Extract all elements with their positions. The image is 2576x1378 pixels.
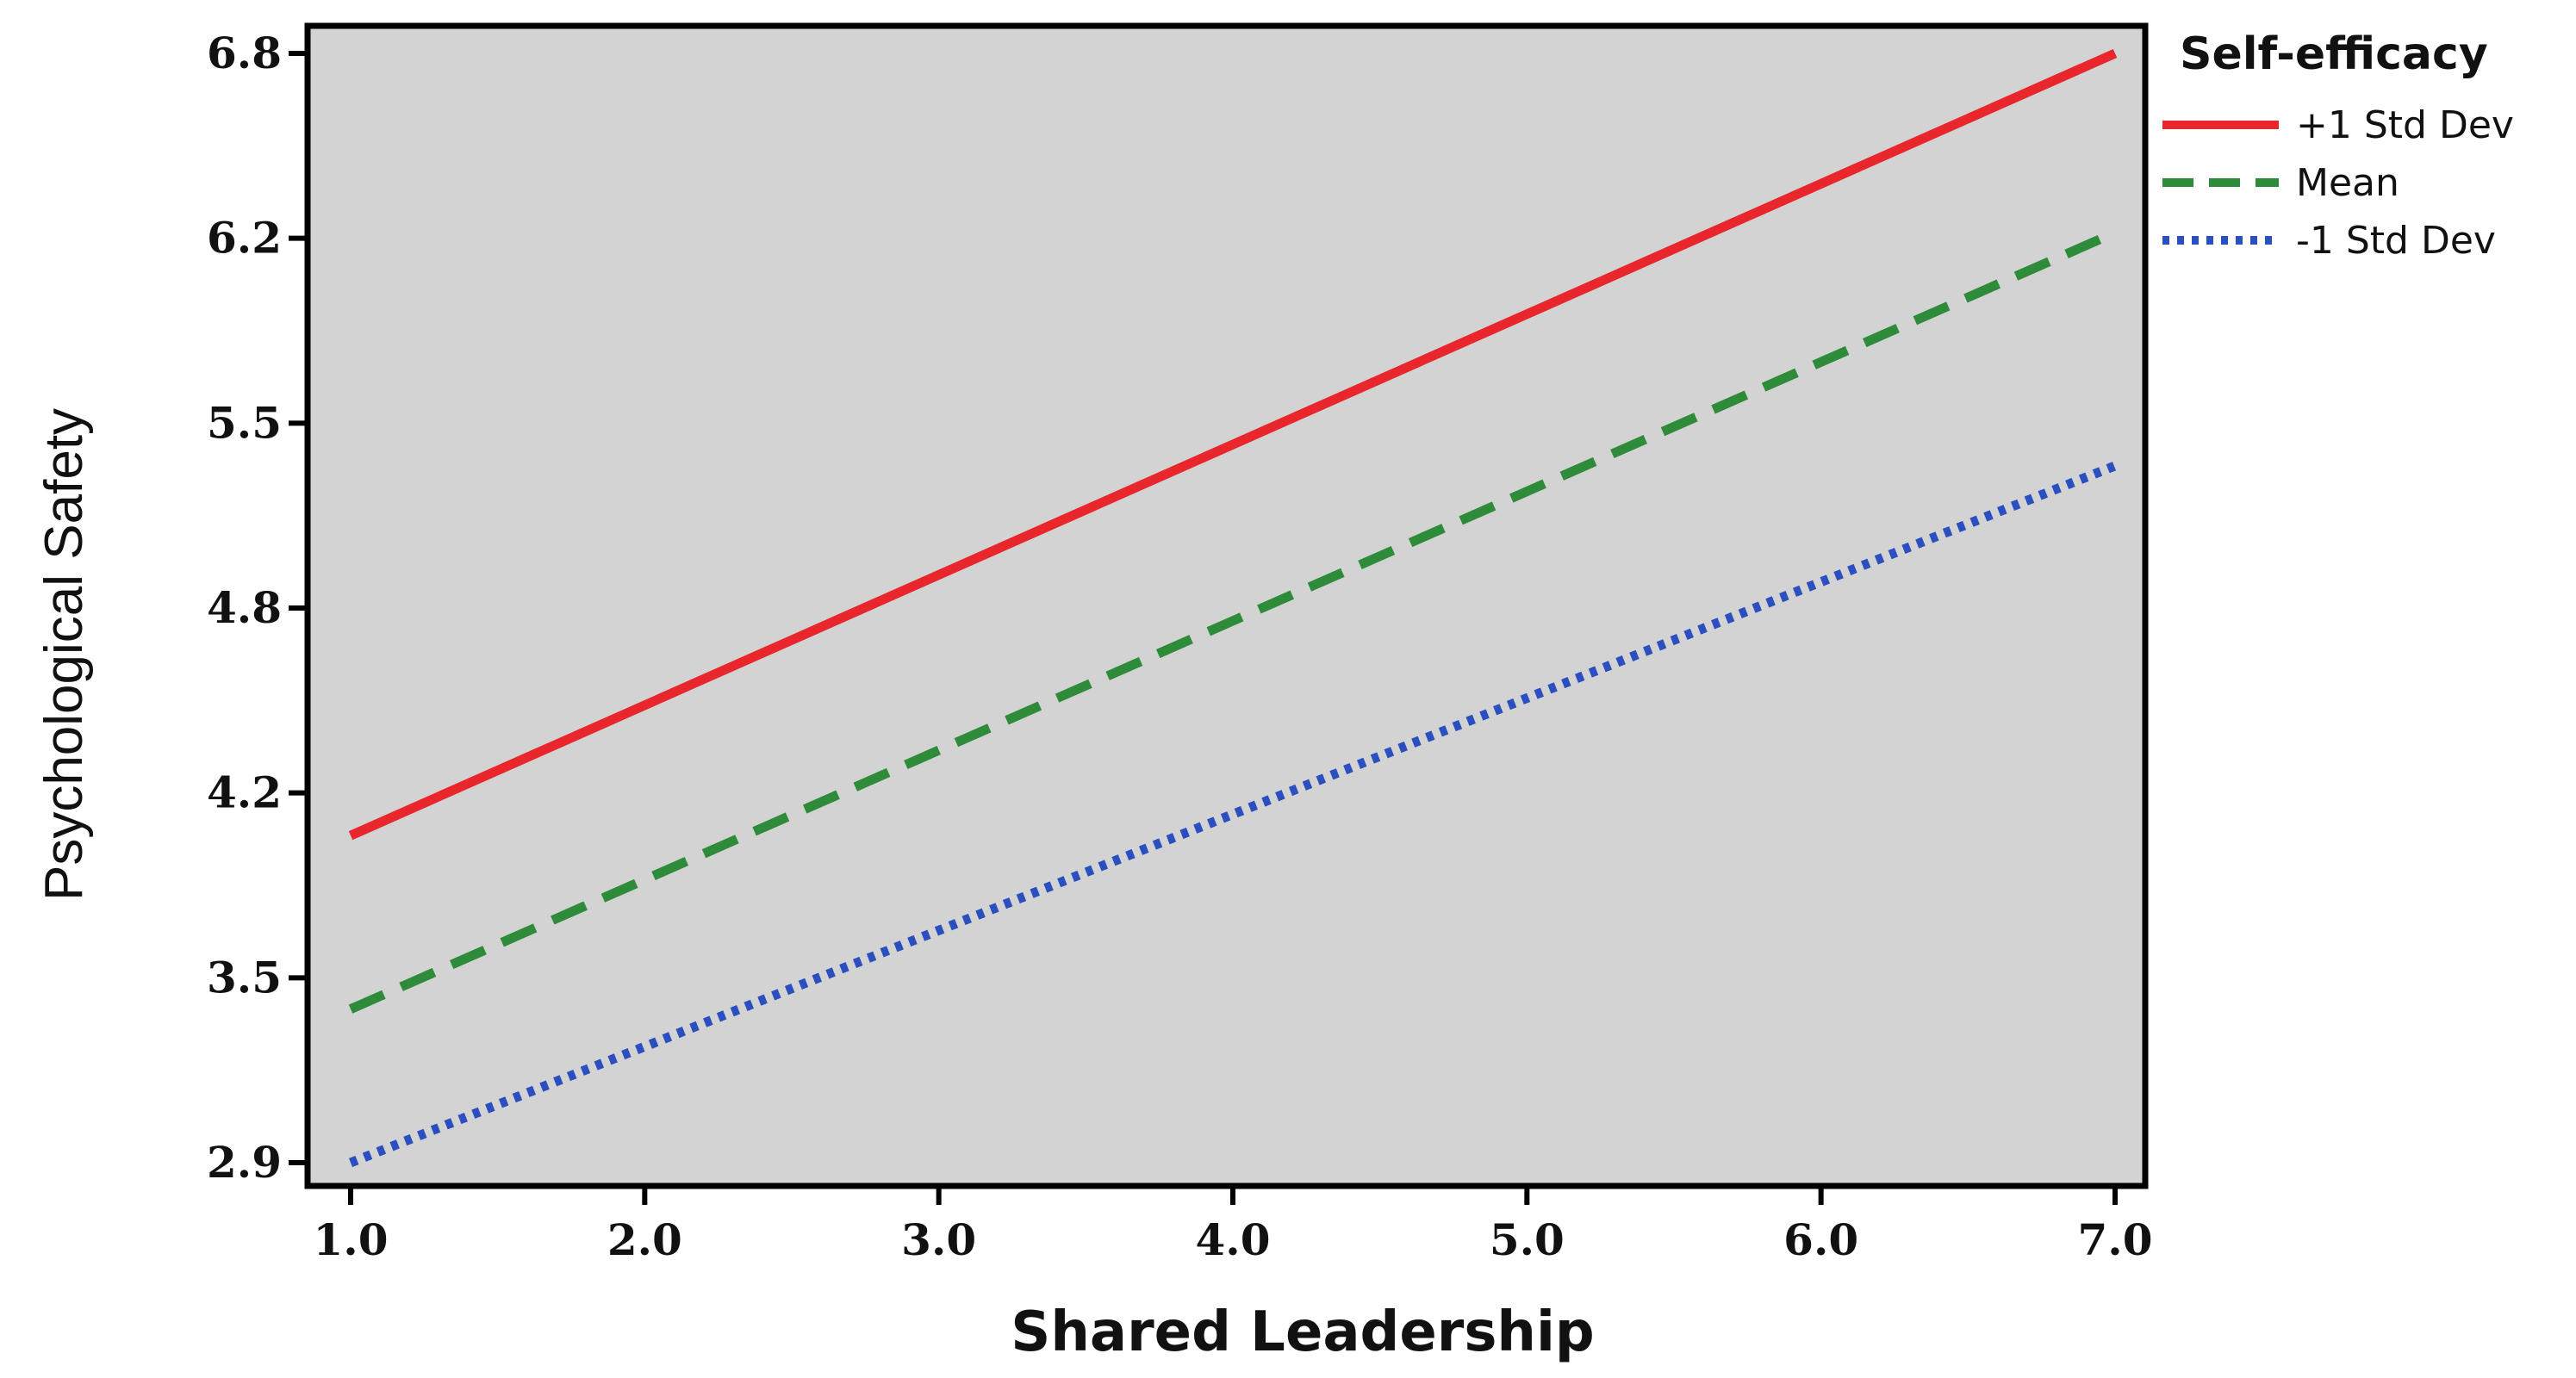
x-axis-title: Shared Leadership [1011,1300,1594,1364]
series-line [348,48,2118,841]
y-tick-label: 4.8 [207,582,282,633]
series-line [348,228,2118,1014]
legend-title: Self-efficacy [2180,28,2488,80]
x-tick-label: 6.0 [1783,1214,1858,1265]
y-tick-label: 4.2 [207,767,282,818]
legend-label: +1 Std Dev [2296,103,2514,147]
y-tick-label: 6.8 [207,28,282,78]
x-tick-label: 1.0 [314,1214,389,1265]
y-tick-label: 3.5 [207,952,282,1002]
x-axis-ticks: 1.0 2.0 3.0 4.0 5.0 6.0 7.0 [314,1186,2153,1265]
x-tick-label: 5.0 [1490,1214,1565,1265]
legend-label: Mean [2296,161,2399,205]
plot-background [304,22,2149,1189]
x-tick-label: 3.0 [901,1214,976,1265]
legend-label: -1 Std Dev [2296,219,2496,263]
y-tick-label: 2.9 [207,1137,282,1188]
y-axis-title: Psychological Safety [34,408,94,901]
x-tick-label: 7.0 [2078,1214,2153,1265]
series-lines [348,48,2118,1168]
legend: Self-efficacy +1 Std Dev Mean -1 Std Dev [2162,28,2514,263]
x-tick-label: 4.0 [1196,1214,1271,1265]
y-axis-ticks: 6.8 6.2 5.5 4.8 4.2 3.5 2.9 [207,28,308,1188]
y-tick-label: 5.5 [207,397,282,448]
y-tick-label: 6.2 [207,213,282,264]
x-tick-label: 2.0 [607,1214,682,1265]
legend-items: +1 Std Dev Mean -1 Std Dev [2162,103,2514,263]
